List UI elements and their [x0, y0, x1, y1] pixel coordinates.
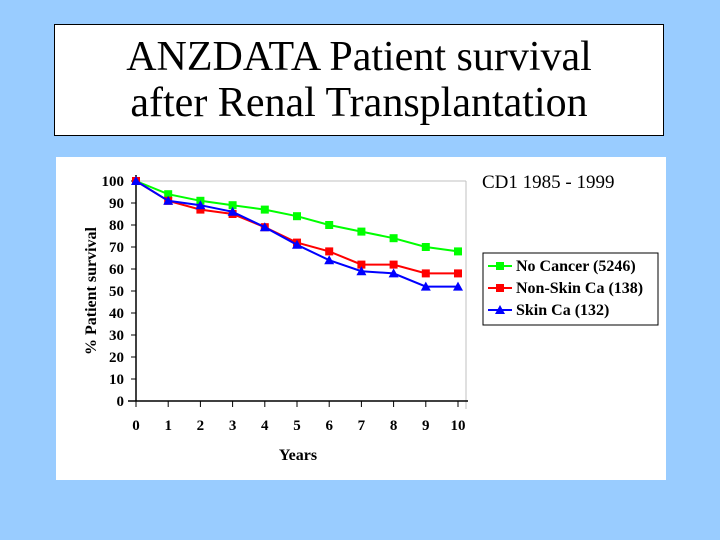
chart-series — [131, 176, 463, 291]
data-point — [389, 234, 398, 243]
data-point — [163, 195, 174, 205]
legend-box — [482, 252, 659, 326]
y-tick-label: 10 — [109, 372, 124, 388]
data-point — [196, 205, 205, 214]
x-tick-label: 2 — [197, 418, 205, 434]
legend-entry-label: Non-Skin Ca (138) — [516, 280, 643, 297]
legend-swatch-marker — [495, 305, 505, 314]
survival-line-chart: 0 10 20 30 40 50 60 70 80 90 100 0 1 2 3 4 5 6 7 8 9 10 CD1 1… — [83, 172, 659, 464]
x-tick-label: 10 — [451, 418, 466, 434]
slide-title-line-1: ANZDATA Patient survival — [126, 34, 592, 80]
slide-title-line-2: after Renal Transplantation — [130, 80, 588, 126]
data-point — [260, 205, 269, 214]
x-tick-label: 7 — [358, 418, 366, 434]
data-point — [227, 206, 238, 216]
data-point — [164, 190, 173, 199]
series-line — [135, 180, 458, 275]
data-point — [454, 269, 462, 278]
x-tick-label: 4 — [261, 418, 269, 434]
x-tick-label: 1 — [164, 418, 172, 434]
data-point — [453, 281, 463, 291]
data-point — [228, 201, 237, 210]
x-tick-label: 3 — [229, 418, 237, 434]
data-point — [195, 200, 206, 210]
y-tick-label: 70 — [109, 240, 124, 256]
y-tick-label: 50 — [109, 284, 124, 300]
slide-title-box: ANZDATA Patient survival after Renal Tra… — [54, 24, 664, 136]
data-point — [325, 247, 334, 256]
data-point — [292, 239, 302, 249]
x-tick-label: 5 — [293, 418, 301, 434]
y-tick-label: 20 — [109, 350, 124, 366]
chart-subtitle: CD1 1985 - 1999 — [482, 172, 614, 193]
data-point — [325, 221, 334, 229]
chart-axes: 0 10 20 30 40 50 60 70 80 90 100 0 1 2 3 4 5 6 7 8 9 10 — [102, 174, 468, 434]
y-axis-label: % Patient survival — [83, 226, 100, 355]
data-point — [324, 255, 335, 265]
legend-entry-label: Skin Ca (132) — [516, 302, 609, 319]
legend-swatch-marker — [496, 284, 504, 292]
data-point — [357, 227, 366, 236]
y-tick-label: 100 — [102, 174, 125, 190]
legend-swatch-marker — [496, 262, 504, 270]
data-point — [388, 268, 399, 278]
y-tick-label: 80 — [109, 218, 124, 234]
chart-legend: No Cancer (5246) Non-Skin Ca (138) Skin Ca… — [482, 252, 659, 326]
data-point — [389, 260, 398, 269]
data-point — [131, 176, 141, 185]
y-tick-label: 90 — [109, 196, 124, 212]
y-tick-label: 40 — [109, 306, 124, 322]
data-point — [420, 281, 431, 291]
data-point — [454, 247, 462, 256]
data-point — [356, 266, 367, 276]
data-point — [421, 269, 430, 278]
data-point — [293, 212, 301, 221]
y-tick-label: 30 — [109, 328, 124, 344]
x-tick-label: 0 — [132, 418, 140, 434]
chart-panel: 0 10 20 30 40 50 60 70 80 90 100 0 1 2 3 4 5 6 7 8 9 10 CD1 1… — [56, 157, 666, 480]
x-tick-label: 6 — [325, 418, 333, 434]
data-point — [259, 222, 270, 232]
y-tick-label: 60 — [109, 262, 124, 278]
data-point — [357, 260, 366, 269]
data-point — [421, 243, 430, 251]
x-axis-label: Years — [279, 447, 317, 464]
legend-entry-label: No Cancer (5246) — [516, 258, 636, 275]
x-tick-label: 9 — [422, 418, 430, 434]
series-3 — [131, 176, 463, 291]
series-2 — [132, 177, 462, 278]
y-tick-label: 0 — [117, 394, 125, 410]
x-tick-label: 8 — [390, 418, 398, 434]
